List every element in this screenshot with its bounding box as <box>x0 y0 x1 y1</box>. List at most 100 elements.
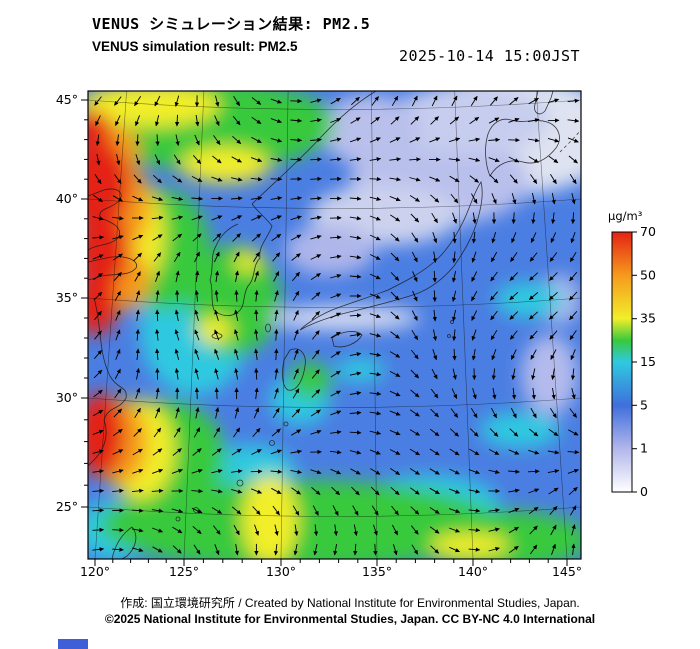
wind-arrow <box>349 352 362 357</box>
wind-arrow <box>389 371 401 377</box>
wind-arrow <box>116 153 121 166</box>
wind-arrow <box>528 506 539 515</box>
wind-arrow <box>570 368 576 381</box>
wind-arrow <box>370 486 380 496</box>
wind-arrow <box>510 407 517 419</box>
wind-arrow <box>409 429 420 436</box>
wind-arrow <box>330 331 341 339</box>
wind-arrow <box>531 368 536 380</box>
wind-arrow <box>155 309 160 322</box>
wind-arrow <box>549 272 558 281</box>
wind-arrow <box>390 291 400 301</box>
wind-arrow <box>550 174 557 185</box>
wind-arrow <box>490 291 498 301</box>
wind-arrow <box>274 524 279 536</box>
wind-arrow <box>133 428 142 437</box>
wind-arrow <box>332 505 339 516</box>
wind-arrow <box>471 290 478 302</box>
wind-arrow <box>491 368 496 381</box>
wind-arrow <box>529 272 539 281</box>
wind-arrow <box>531 212 536 225</box>
wind-arrow <box>252 427 261 437</box>
wind-arrow <box>570 505 577 516</box>
wind-arrow <box>349 332 362 337</box>
wind-arrow <box>92 409 104 417</box>
wind-arrow <box>411 329 419 341</box>
wind-arrow <box>112 216 124 221</box>
wind-arrow <box>511 232 517 244</box>
wind-arrow <box>389 351 401 358</box>
wind-arrow <box>452 251 457 264</box>
wind-arrow <box>290 469 302 474</box>
wind-arrow <box>449 448 460 456</box>
wind-arrow <box>392 524 398 536</box>
wind-arrow <box>511 387 517 400</box>
wind-arrow <box>509 174 518 184</box>
wind-arrow <box>230 196 243 201</box>
wind-arrow <box>151 488 164 494</box>
wind-arrow <box>330 410 342 416</box>
wind-arrow <box>329 450 342 455</box>
wind-arrow <box>234 543 239 556</box>
wind-arrow <box>429 468 440 475</box>
wind-arrow <box>491 349 497 361</box>
wind-arrow <box>529 544 538 555</box>
wind-arrow <box>154 154 161 166</box>
wind-arrow <box>253 251 260 262</box>
wind-vector-layer <box>92 95 580 556</box>
wind-arrow <box>310 196 322 201</box>
wind-arrow <box>290 234 302 241</box>
wind-arrow <box>291 408 301 418</box>
wind-arrow <box>508 156 520 163</box>
wind-arrow <box>468 137 481 142</box>
pm25-concentration-field <box>88 91 581 559</box>
wind-arrow <box>330 390 341 397</box>
wind-arrow <box>292 271 300 282</box>
wind-arrow <box>310 157 322 162</box>
wind-arrow <box>431 212 438 224</box>
wind-arrow <box>432 290 437 303</box>
lat-tick-label: 30° <box>56 390 78 405</box>
axis-ticks <box>81 99 568 566</box>
wind-arrow <box>369 176 382 182</box>
wind-arrow <box>548 487 559 495</box>
lat-tick-label: 25° <box>56 499 78 514</box>
wind-arrow <box>112 488 124 493</box>
wind-arrow <box>251 97 262 105</box>
wind-arrow <box>369 411 382 416</box>
wind-arrow <box>292 290 300 302</box>
wind-arrow <box>369 313 381 319</box>
wind-arrow <box>508 507 520 514</box>
wind-arrow <box>135 328 140 341</box>
wind-arrow <box>528 449 540 455</box>
graticule-meridian <box>94 91 127 559</box>
wind-arrow <box>392 543 398 556</box>
wind-arrow <box>469 116 480 125</box>
wind-arrow <box>194 289 199 302</box>
wind-arrow <box>490 96 498 106</box>
wind-arrow <box>94 330 102 340</box>
wind-arrow <box>530 349 537 360</box>
wind-arrow <box>569 291 578 301</box>
lon-tick-label: 135° <box>362 564 392 579</box>
wind-arrow <box>270 157 283 162</box>
wind-arrow <box>468 508 481 513</box>
wind-arrow <box>175 407 180 419</box>
wind-arrow <box>94 310 102 321</box>
wind-arrow <box>214 544 220 556</box>
wind-arrow <box>469 175 479 183</box>
wind-arrow <box>272 407 280 419</box>
wind-arrow <box>329 157 342 162</box>
wind-arrow <box>449 468 460 475</box>
wind-arrow <box>567 468 579 474</box>
wind-arrow <box>135 387 141 399</box>
wind-arrow <box>270 196 283 201</box>
wind-arrow <box>252 506 261 515</box>
wind-arrow <box>550 368 556 380</box>
wind-arrow <box>112 547 124 552</box>
graticule-meridian <box>280 91 289 559</box>
wind-arrow <box>132 468 144 474</box>
wind-arrow <box>531 192 537 205</box>
wind-arrow <box>311 389 321 398</box>
wind-arrow <box>230 177 243 182</box>
